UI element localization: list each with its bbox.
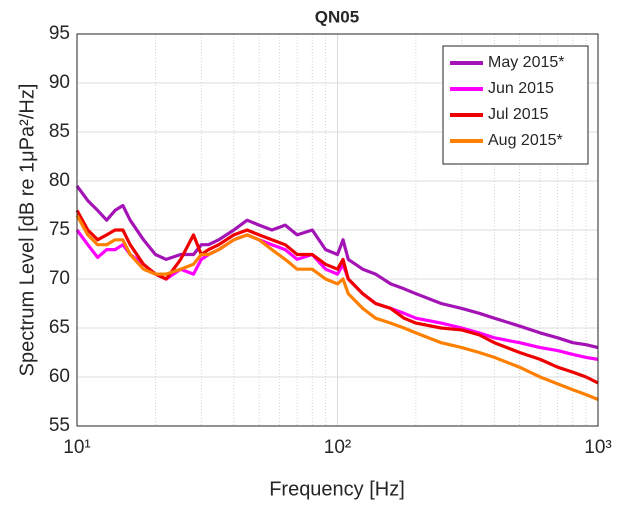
y-tick-label: 90 — [49, 72, 70, 93]
y-tick-label: 55 — [49, 415, 70, 436]
y-axis-label: Spectrum Level [dB re 1μPa²/Hz] — [16, 84, 38, 377]
x-tick-label: 10² — [324, 437, 351, 458]
x-axis-label: Frequency [Hz] — [269, 478, 405, 500]
chart-title: QN05 — [315, 7, 359, 26]
legend-label: Jun 2015 — [488, 80, 554, 97]
x-tick-label: 10¹ — [63, 437, 90, 458]
axes-box — [76, 33, 599, 427]
y-tick-label: 95 — [49, 23, 70, 44]
legend-label: Jul 2015 — [488, 106, 549, 123]
y-tick-label: 85 — [49, 121, 70, 142]
series-line — [75, 214, 599, 402]
legend-box — [442, 45, 589, 165]
series-line — [75, 184, 599, 350]
y-tick-label: 80 — [49, 170, 70, 191]
y-tick-label: 65 — [49, 317, 70, 338]
y-tick-label: 75 — [49, 219, 70, 240]
series-line — [75, 229, 599, 361]
legend-label: May 2015* — [488, 54, 565, 71]
y-tick-label: 70 — [49, 268, 70, 289]
x-tick-label: 10³ — [584, 437, 611, 458]
series-line — [75, 209, 599, 385]
y-tick-label: 60 — [49, 366, 70, 387]
legend-label: Aug 2015* — [488, 132, 563, 149]
